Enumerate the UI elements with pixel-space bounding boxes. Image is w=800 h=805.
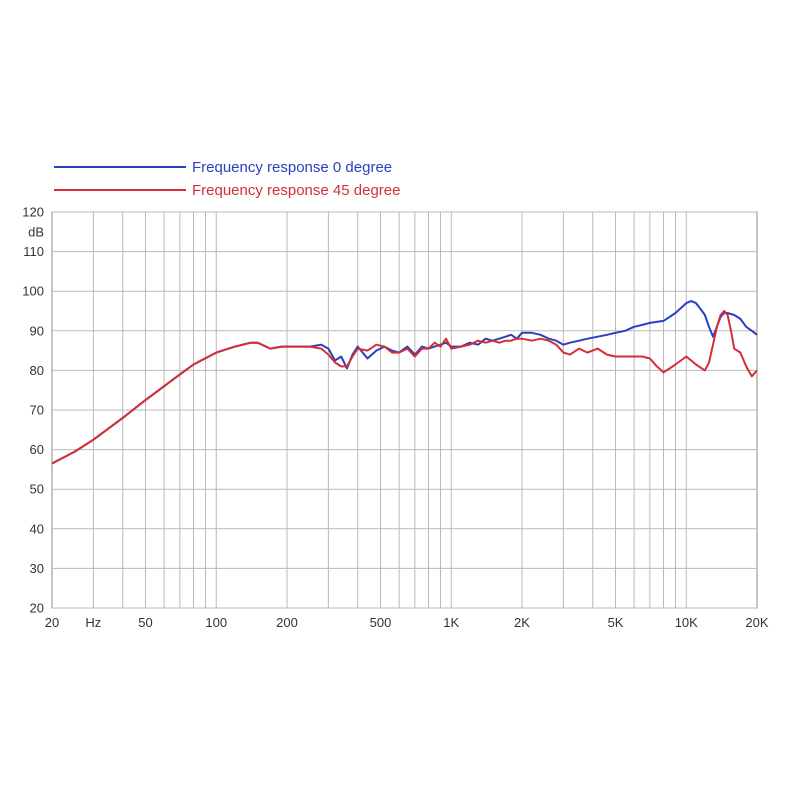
series-layer: [51, 300, 758, 465]
legend: Frequency response 0 degree Frequency res…: [54, 159, 400, 199]
y-tick-label: 20: [30, 601, 44, 616]
series-line-1: [51, 310, 758, 465]
y-tick-label: 100: [22, 284, 44, 299]
x-tick-label: 50: [138, 615, 152, 630]
x-tick-label: 2K: [514, 615, 530, 630]
axes: dB 20 30 40 50 60 70 80 90 100 110 120 20 Hz 50 100 200…: [22, 205, 769, 631]
y-tick-label: 90: [30, 323, 44, 338]
y-tick-label: 30: [30, 561, 44, 576]
legend-label-1: Frequency response 45 degree: [192, 182, 400, 199]
x-tick-label: 100: [205, 615, 227, 630]
y-tick-label: 50: [30, 482, 44, 497]
y-tick-label: 110: [23, 244, 44, 259]
x-tick-label: 200: [276, 615, 298, 630]
x-tick-label: 10K: [675, 615, 698, 630]
x-tick-label: 5K: [608, 615, 624, 630]
y-tick-label: 80: [30, 363, 44, 378]
x-tick-label: 1K: [443, 615, 459, 630]
legend-label-0: Frequency response 0 degree: [192, 159, 392, 176]
x-tick-label: 20K: [745, 615, 768, 630]
x-tick-label: Hz: [85, 615, 101, 630]
y-tick-label: 70: [30, 403, 44, 418]
x-tick-label: 500: [370, 615, 392, 630]
y-tick-label: 120: [22, 205, 44, 220]
y-tick-label: 40: [30, 521, 44, 536]
y-tick-label: 60: [30, 442, 44, 457]
grid: [52, 211, 757, 609]
x-tick-label: 20: [45, 615, 59, 630]
y-axis-label: dB: [28, 224, 44, 239]
